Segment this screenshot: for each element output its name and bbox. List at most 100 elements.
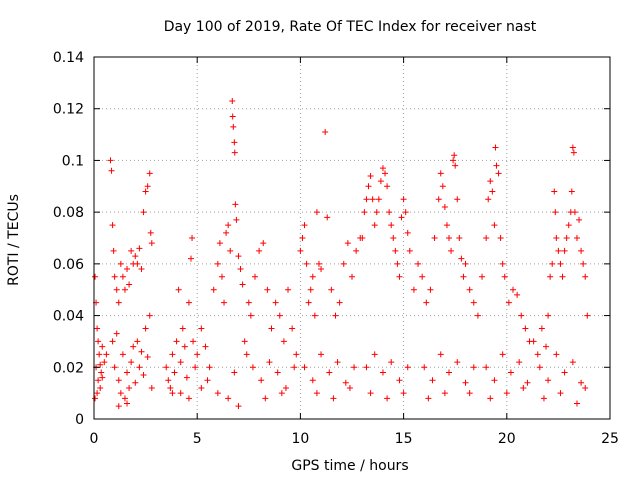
data-point (231, 139, 238, 146)
data-point (303, 260, 310, 267)
y-tick-label: 0.02 (53, 360, 84, 376)
data-point (392, 247, 399, 254)
data-point (451, 152, 458, 159)
y-tick-labels: 0 0.02 0.04 0.06 0.08 0.1 0.12 0.14 (53, 50, 84, 428)
data-point (524, 379, 531, 386)
data-point (326, 369, 333, 376)
data-point (241, 338, 248, 345)
data-point (235, 253, 242, 260)
data-point (522, 325, 529, 332)
data-point (251, 273, 258, 280)
data-point (439, 183, 446, 190)
data-point (221, 299, 228, 306)
data-point (377, 178, 384, 185)
data-point (396, 273, 403, 280)
data-point (573, 235, 580, 241)
data-point (146, 312, 153, 319)
data-point (313, 390, 320, 397)
data-point (559, 273, 566, 280)
data-point (545, 377, 552, 384)
data-point (190, 338, 197, 345)
data-point (189, 235, 196, 241)
data-point (243, 351, 250, 358)
data-point (499, 260, 506, 267)
data-point (147, 229, 154, 236)
data-point (229, 113, 236, 120)
data-point (171, 369, 178, 376)
data-point (144, 183, 151, 190)
data-point (128, 247, 135, 254)
data-point (183, 374, 190, 381)
data-point (400, 390, 407, 397)
data-point (307, 286, 314, 293)
y-tick-label: 0.14 (53, 50, 84, 66)
data-point (552, 209, 559, 216)
data-point (404, 364, 411, 371)
data-point (520, 384, 527, 391)
data-point (336, 299, 343, 306)
data-point (565, 222, 572, 229)
data-point (561, 247, 568, 254)
data-point (340, 260, 347, 267)
data-point (134, 338, 141, 345)
data-point (576, 216, 583, 223)
data-point (332, 312, 339, 319)
data-point (117, 390, 124, 397)
data-point (363, 364, 370, 371)
data-point (136, 245, 143, 252)
data-point (216, 240, 223, 247)
data-point (421, 364, 428, 371)
data-point (361, 209, 368, 216)
data-point (516, 359, 523, 366)
data-point (371, 351, 378, 358)
data-point (373, 209, 380, 216)
data-point (249, 364, 256, 371)
data-point (342, 379, 349, 386)
data-point (165, 377, 172, 384)
data-point (107, 157, 114, 164)
data-point (132, 253, 139, 260)
data-point (501, 273, 508, 280)
data-point (177, 359, 184, 366)
data-point (429, 377, 436, 384)
y-tick-label: 0.04 (53, 309, 84, 325)
data-point (142, 188, 149, 195)
data-point (274, 369, 281, 376)
data-point (543, 343, 550, 350)
data-point (518, 312, 525, 319)
data-point (109, 338, 116, 345)
y-tick-label: 0.12 (53, 102, 84, 118)
data-point (311, 312, 318, 319)
data-point (309, 377, 316, 384)
data-point (230, 123, 237, 130)
data-point (437, 170, 444, 177)
data-point (351, 364, 358, 371)
data-point (386, 209, 393, 216)
data-point (359, 235, 366, 241)
x-tick-labels: 0 5 10 15 20 25 (90, 431, 619, 447)
data-point (206, 364, 213, 371)
data-points (92, 97, 591, 410)
data-point (489, 188, 496, 195)
data-point (582, 384, 589, 391)
data-point (569, 144, 576, 151)
data-point (258, 377, 265, 384)
data-point (446, 369, 453, 376)
data-point (479, 273, 486, 280)
data-point (227, 247, 234, 254)
x-tick-label: 0 (90, 431, 99, 447)
data-point (315, 260, 322, 267)
data-point (553, 235, 560, 241)
data-point (256, 247, 263, 254)
data-point (441, 390, 448, 397)
data-point (563, 235, 570, 241)
data-point (379, 369, 386, 376)
data-point (144, 353, 151, 360)
data-point (540, 395, 547, 402)
data-point (225, 395, 232, 402)
data-point (110, 247, 117, 254)
data-point (309, 273, 316, 280)
data-point (538, 325, 545, 332)
data-point (448, 247, 455, 254)
data-point (94, 390, 101, 397)
